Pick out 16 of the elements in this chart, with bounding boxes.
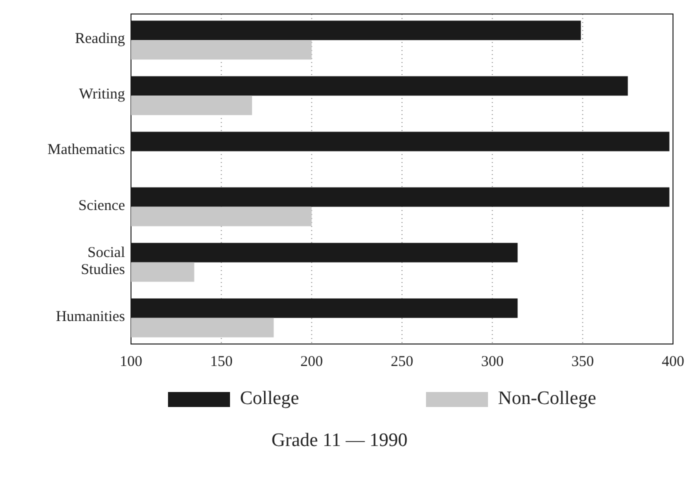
y-tick-label: Humanities	[56, 309, 126, 326]
legend-label: Non-College	[498, 388, 596, 409]
x-tick-label: 150	[210, 354, 233, 370]
y-tick-label: Science	[78, 198, 126, 214]
y-tick-label: Social Studies	[80, 245, 126, 278]
x-tick-label: 400	[662, 354, 684, 370]
legend-label: College	[240, 388, 300, 409]
y-tick-label: Writing	[78, 87, 126, 104]
y-tick-label: Mathematics	[48, 142, 126, 159]
x-tick-label: 200	[300, 354, 323, 370]
x-tick-label: 350	[571, 354, 594, 370]
y-tick-label: Reading	[75, 32, 126, 48]
x-tick-label: 250	[390, 354, 414, 370]
x-tick-label: 100	[120, 354, 142, 370]
text: Grade 11 — 1990	[272, 430, 408, 451]
x-tick-label: 300	[481, 354, 504, 370]
